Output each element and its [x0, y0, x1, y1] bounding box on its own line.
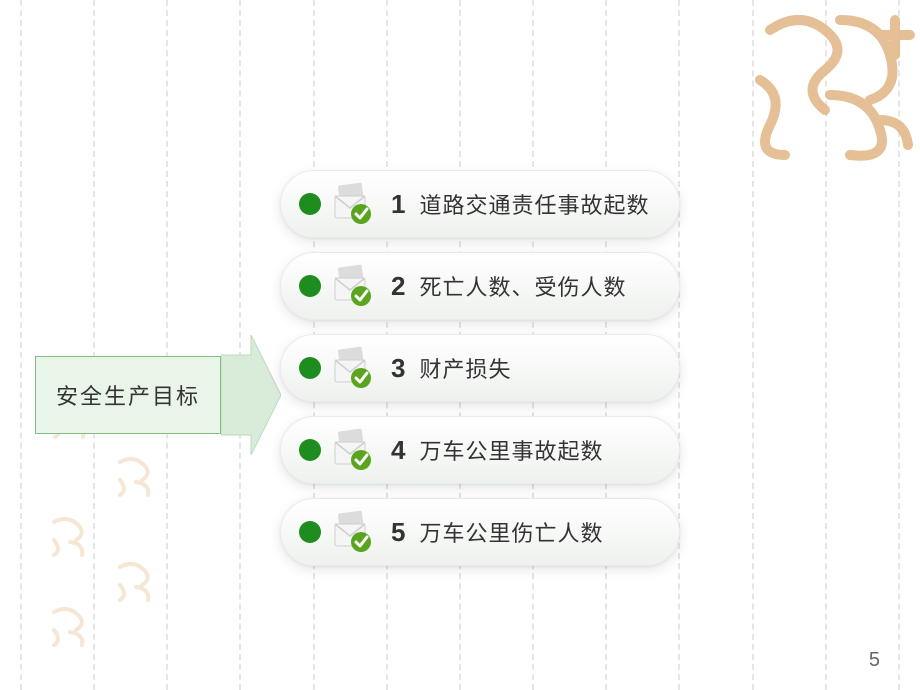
document-check-icon — [331, 346, 375, 390]
decorative-seal-small — [108, 555, 158, 605]
document-check-icon — [331, 510, 375, 554]
list-item: 2 死亡人数、受伤人数 — [280, 252, 680, 320]
decorative-seal-large — [730, 0, 920, 170]
document-check-icon — [331, 264, 375, 308]
document-check-icon — [331, 428, 375, 472]
arrow-label-group: 安全生产目标 — [35, 335, 281, 455]
arrow-label-box: 安全生产目标 — [35, 356, 221, 434]
list-item: 3 财产损失 — [280, 334, 680, 402]
item-label: 万车公里伤亡人数 — [419, 516, 603, 548]
seal-stroke — [760, 20, 910, 156]
goal-list: 1 道路交通责任事故起数 2 死亡人数、受伤人数 3 财产损失 4 万车公里事故… — [280, 170, 680, 580]
bullet-dot — [299, 439, 321, 461]
decorative-seal-small — [108, 450, 158, 500]
item-label: 财产损失 — [419, 352, 511, 384]
bullet-dot — [299, 357, 321, 379]
item-label: 道路交通责任事故起数 — [419, 188, 649, 220]
decorative-seal-small — [42, 600, 92, 650]
list-item: 1 道路交通责任事故起数 — [280, 170, 680, 238]
item-number: 1 — [391, 189, 405, 220]
bullet-dot — [299, 521, 321, 543]
page-number: 5 — [869, 649, 880, 672]
bullet-dot — [299, 193, 321, 215]
item-number: 4 — [391, 435, 405, 466]
item-number: 3 — [391, 353, 405, 384]
item-label: 死亡人数、受伤人数 — [419, 270, 626, 302]
list-item: 5 万车公里伤亡人数 — [280, 498, 680, 566]
bullet-dot — [299, 275, 321, 297]
list-item: 4 万车公里事故起数 — [280, 416, 680, 484]
document-check-icon — [331, 182, 375, 226]
arrow-right-icon — [221, 335, 281, 455]
item-number: 5 — [391, 517, 405, 548]
item-number: 2 — [391, 271, 405, 302]
item-label: 万车公里事故起数 — [419, 434, 603, 466]
decorative-seal-small — [42, 510, 92, 560]
